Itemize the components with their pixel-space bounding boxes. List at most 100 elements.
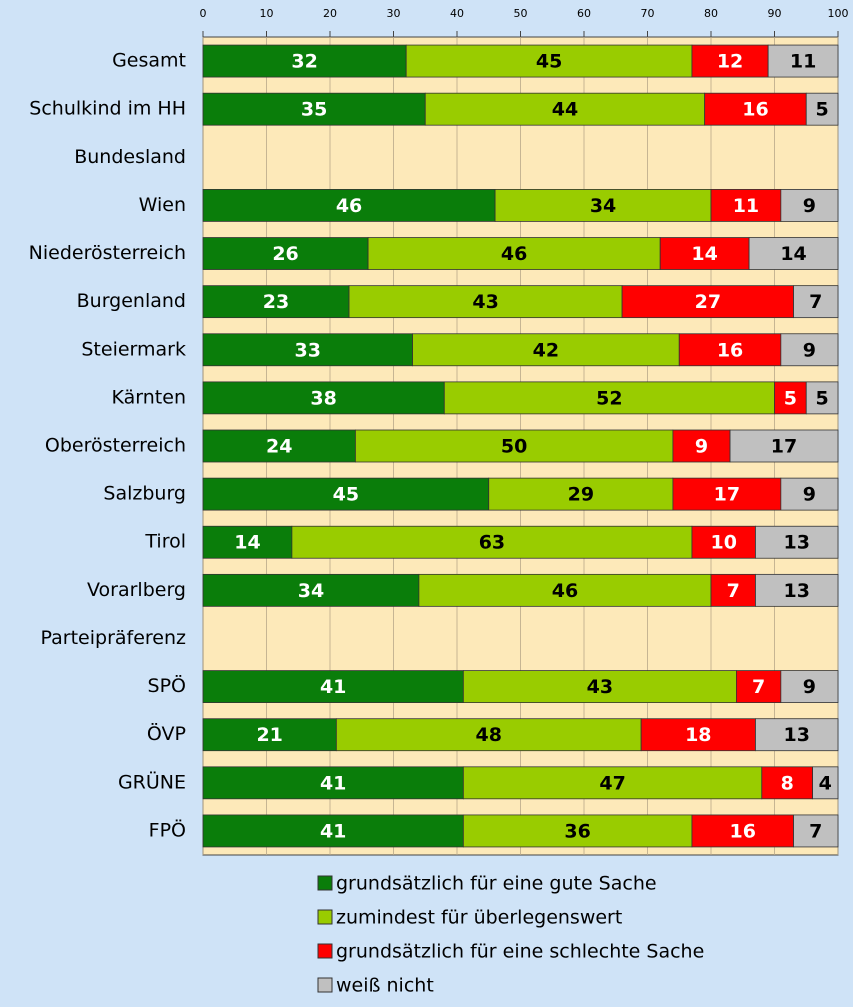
bar-segment [755,573,839,607]
data-label: 35 [301,99,327,121]
x-tick-label: 50 [514,7,528,20]
data-label: 9 [695,436,708,458]
bar-segment [443,381,775,415]
bar-segment [793,814,839,848]
bar-segment [729,429,839,463]
bar-segment [202,766,464,800]
x-tick-label: 100 [828,7,849,20]
data-label: 27 [695,291,721,313]
y-tick-label: FPÖ [149,818,186,841]
bar-segment [691,44,769,78]
data-label: 9 [803,484,816,506]
data-label: 13 [783,532,809,554]
data-label: 44 [552,99,578,121]
y-tick-label: SPÖ [148,674,186,697]
data-label: 14 [234,532,260,554]
bar-segment [291,525,693,559]
data-label: 7 [752,676,765,698]
bar-segment [202,285,350,319]
x-tick-label: 10 [260,7,274,20]
bar-segment [202,718,337,752]
bar-segment [704,92,807,126]
x-tick-label: 30 [387,7,401,20]
data-label: 13 [783,724,809,746]
y-tick-label: Gesamt [112,50,186,72]
data-label: 38 [310,387,336,409]
bar-segment [494,189,712,222]
bar-segment [462,766,763,800]
bar-segment [793,285,839,319]
data-label: 41 [320,772,346,794]
data-label: 43 [472,291,498,313]
bar-segment [780,477,839,511]
data-label: 46 [336,195,362,217]
data-label: 45 [333,484,359,506]
data-label: 41 [320,820,346,842]
data-label: 9 [803,339,816,361]
bar-segment [812,766,839,800]
data-label: 52 [596,387,622,409]
data-label: 46 [501,243,527,265]
bar-segment [202,525,293,559]
y-tick-label: Bundesland [74,146,186,168]
bar-segment [780,333,839,367]
x-tick-label: 70 [641,7,655,20]
bar-segment [755,718,839,752]
legend-label: zumindest für überlegenswert [336,907,622,929]
bar-segment [202,44,407,78]
y-tick-label: Schulkind im HH [29,98,186,120]
y-tick-label: Oberösterreich [45,435,186,457]
y-tick-label: Tirol [144,531,186,553]
bar-segment [678,333,782,367]
bar-segment [774,381,807,415]
legend-label: grundsätzlich für eine gute Sache [336,873,657,895]
bar-segment [202,573,420,607]
data-label: 5 [816,99,829,121]
data-label: 24 [266,436,292,458]
bar-segment [202,237,369,270]
legend-swatch [317,909,333,925]
data-label: 46 [552,580,578,602]
data-label: 8 [781,772,794,794]
data-label: 42 [533,339,559,361]
data-label: 7 [809,291,822,313]
legend-label: weiß nicht [336,975,434,997]
data-label: 26 [272,243,298,265]
x-tick-label: 40 [450,7,464,20]
data-label: 9 [803,676,816,698]
bar-segment [805,381,839,415]
data-label: 34 [298,580,324,602]
bar-segment [755,525,839,559]
bar-segment [424,92,706,126]
bar-segment [202,381,445,415]
data-label: 50 [501,436,527,458]
y-tick-label: Niederösterreich [29,242,186,264]
data-label: 12 [717,51,743,73]
data-label: 11 [733,195,759,217]
data-label: 17 [714,484,740,506]
data-label: 7 [727,580,740,602]
data-label: 9 [803,195,816,217]
x-tick-label: 90 [768,7,782,20]
y-tick-label: ÖVP [147,722,186,745]
bar-segment [202,429,356,463]
data-label: 14 [780,243,806,265]
bar-segment [488,477,674,511]
data-label: 43 [587,676,613,698]
data-label: 21 [256,724,282,746]
y-tick-label: Burgenland [77,290,186,312]
x-tick-label: 20 [323,7,337,20]
data-label: 5 [784,387,797,409]
data-label: 10 [710,532,736,554]
y-tick-label: GRÜNE [118,770,186,793]
data-label: 16 [742,99,768,121]
bar-segment [202,189,496,222]
data-label: 14 [691,243,717,265]
data-label: 4 [819,772,832,794]
bar-segment [748,237,839,270]
x-tick-label: 60 [577,7,591,20]
y-tick-label: Parteipräferenz [41,627,186,649]
bar-segment [805,92,839,126]
data-label: 13 [783,580,809,602]
